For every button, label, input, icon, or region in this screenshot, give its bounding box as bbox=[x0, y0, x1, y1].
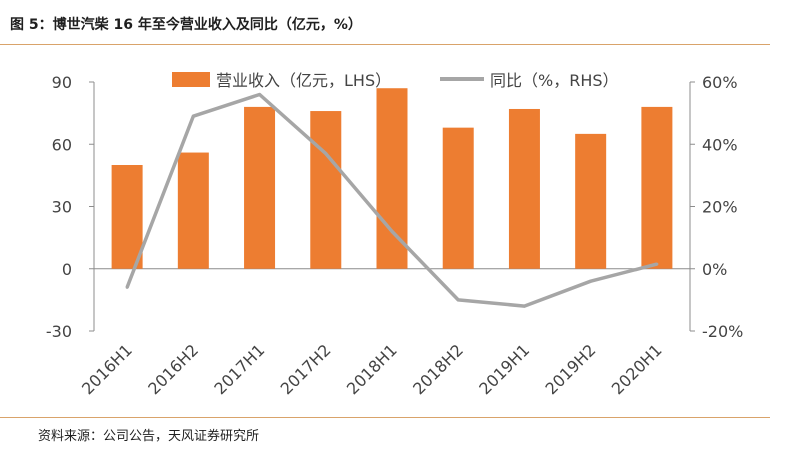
bar bbox=[442, 127, 474, 269]
x-tick-label: 2020H1 bbox=[608, 340, 666, 398]
y-left-tick-label: 90 bbox=[52, 73, 72, 92]
line-point bbox=[324, 152, 328, 156]
y-right-tick-label: 0% bbox=[702, 260, 727, 279]
line-point bbox=[191, 114, 195, 118]
y-left-tick-label: 0 bbox=[62, 260, 72, 279]
bar bbox=[641, 106, 673, 269]
y-right-tick-label: -20% bbox=[702, 322, 743, 341]
bar bbox=[111, 165, 143, 269]
x-tick-label: 2016H2 bbox=[144, 340, 202, 398]
y-left-tick-label: 30 bbox=[52, 198, 72, 217]
line-point bbox=[655, 262, 659, 266]
y-right-tick-label: 40% bbox=[702, 135, 738, 154]
bar bbox=[177, 152, 209, 269]
x-tick-label: 2019H1 bbox=[475, 340, 533, 398]
legend: 营业收入（亿元，LHS） 同比（%，RHS） bbox=[172, 71, 619, 90]
figure-title: 图 5：博世汽柴 16 年至今营业收入及同比（亿元，%） bbox=[10, 17, 362, 33]
y-right-tick-label: 60% bbox=[702, 73, 738, 92]
bar bbox=[508, 108, 540, 269]
line-point bbox=[125, 285, 129, 289]
y-left-tick-label: -30 bbox=[46, 322, 72, 341]
x-tick-label: 2016H1 bbox=[78, 340, 136, 398]
bottom-divider bbox=[0, 417, 770, 418]
source-note: 资料来源：公司公告，天风证券研究所 bbox=[38, 429, 260, 444]
bar bbox=[310, 111, 342, 269]
x-tick-label: 2018H1 bbox=[343, 340, 401, 398]
y-left-tick-label: 60 bbox=[52, 135, 72, 154]
line-point bbox=[258, 92, 262, 96]
line-point bbox=[522, 304, 526, 308]
y-right-tick-label: 20% bbox=[702, 198, 738, 217]
x-tick-label: 2017H1 bbox=[210, 340, 268, 398]
line-point bbox=[456, 298, 460, 302]
top-divider bbox=[0, 44, 770, 45]
x-tick-label: 2017H2 bbox=[277, 340, 335, 398]
bar bbox=[575, 133, 607, 269]
bar bbox=[376, 88, 408, 269]
legend-bar-label: 营业收入（亿元，LHS） bbox=[216, 71, 391, 90]
x-tick-label: 2019H2 bbox=[542, 340, 600, 398]
line-point bbox=[589, 279, 593, 283]
legend-bar-swatch bbox=[172, 72, 210, 87]
x-tick-label: 2018H2 bbox=[409, 340, 467, 398]
bar bbox=[244, 106, 276, 269]
bar-series bbox=[111, 88, 673, 269]
line-series bbox=[125, 92, 659, 308]
legend-line-label: 同比（%，RHS） bbox=[490, 71, 619, 90]
line-point bbox=[390, 229, 394, 233]
